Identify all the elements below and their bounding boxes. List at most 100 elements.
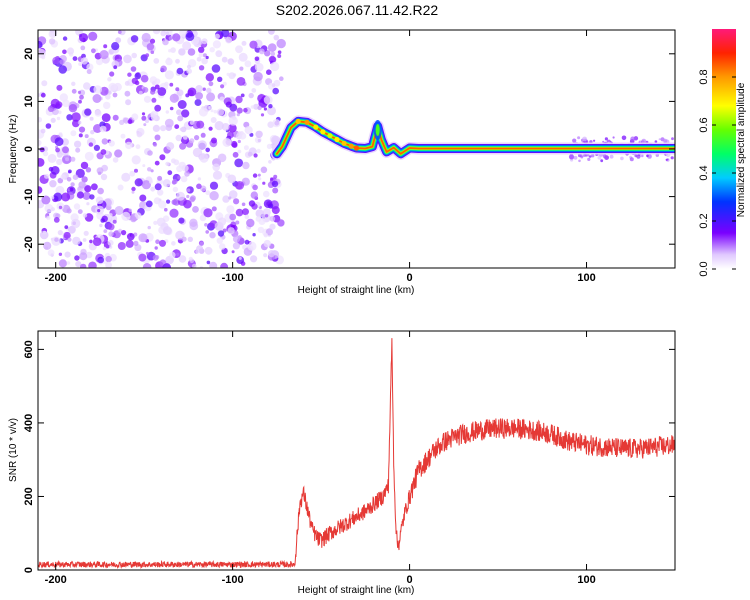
noise-blob — [80, 45, 86, 51]
noise-blob — [71, 218, 81, 229]
noise-blob — [249, 132, 254, 137]
noise-blob — [42, 150, 49, 157]
noise-blob — [44, 203, 54, 213]
noise-blob — [120, 133, 126, 139]
noise-blob — [134, 72, 142, 80]
noise-blob — [195, 92, 204, 100]
noise-blob — [38, 158, 45, 167]
noise-blob — [187, 87, 197, 97]
ridge-point — [313, 124, 319, 130]
noise-blob — [186, 68, 192, 74]
noise-blob — [156, 217, 166, 227]
noise-blob — [602, 140, 605, 143]
noise-blob — [241, 202, 246, 207]
noise-blob — [277, 219, 285, 227]
noise-blob — [66, 114, 73, 121]
noise-blob — [140, 74, 149, 83]
noise-blob — [47, 105, 55, 113]
noise-blob — [203, 208, 213, 218]
noise-blob — [189, 218, 198, 227]
noise-blob — [79, 252, 88, 261]
noise-blob — [125, 239, 134, 248]
noise-blob — [166, 199, 171, 204]
noise-blob — [268, 104, 273, 109]
noise-blob — [641, 154, 644, 158]
noise-blob — [629, 157, 634, 162]
noise-blob — [270, 51, 276, 57]
noise-blob — [227, 227, 235, 235]
noise-blob — [131, 186, 136, 192]
noise-blob — [107, 239, 114, 246]
noise-blob — [258, 177, 262, 181]
noise-blob — [78, 133, 83, 138]
noise-blob — [131, 113, 139, 121]
noise-blob — [57, 230, 63, 236]
noise-blob — [221, 30, 230, 38]
ridge-point — [341, 140, 347, 146]
noise-blob — [591, 154, 595, 158]
noise-blob — [117, 242, 126, 250]
noise-blob — [93, 85, 102, 94]
y-tick-label: 400 — [23, 414, 35, 432]
noise-blob — [66, 47, 75, 55]
noise-blob — [130, 215, 137, 223]
noise-blob — [218, 243, 226, 250]
noise-blob — [236, 113, 240, 117]
noise-blob — [82, 238, 87, 242]
y-tick-label: 200 — [23, 487, 35, 505]
colorbar-tick-label: 0.2 — [698, 213, 710, 228]
noise-blob — [56, 116, 61, 121]
noise-blob — [264, 214, 269, 218]
noise-blob — [84, 185, 92, 193]
noise-blob — [183, 199, 192, 209]
noise-blob — [112, 114, 119, 121]
noise-blob — [114, 149, 123, 158]
noise-blob — [210, 117, 217, 123]
noise-blob — [604, 137, 609, 141]
noise-blob — [123, 54, 132, 64]
noise-blob — [199, 214, 207, 222]
noise-blob — [145, 251, 149, 255]
y-tick-label: -20 — [23, 236, 35, 252]
noise-blob — [48, 166, 54, 172]
noise-blob — [277, 54, 282, 58]
noise-blob — [141, 32, 151, 43]
noise-blob — [55, 147, 60, 153]
noise-blob — [634, 154, 638, 158]
noise-blob — [248, 92, 254, 99]
noise-blob — [160, 125, 167, 132]
noise-blob — [134, 212, 142, 220]
snr-panel: -200 -100 0 100 0 200 400 600 Height of straigh… — [8, 330, 676, 596]
noise-blob — [164, 70, 174, 80]
noise-blob — [609, 154, 614, 159]
noise-blob — [257, 226, 265, 234]
noise-blob — [162, 263, 171, 268]
x-tick-label: 0 — [407, 574, 413, 586]
noise-blob — [195, 249, 200, 254]
noise-blob — [56, 84, 63, 91]
x-tick-label: 0 — [407, 272, 413, 284]
noise-blob — [254, 62, 264, 72]
noise-blob — [196, 56, 202, 62]
noise-blob — [178, 217, 185, 224]
noise-blob — [170, 47, 176, 53]
noise-blob — [100, 149, 107, 155]
noise-blob — [208, 105, 213, 110]
noise-blob — [188, 256, 193, 261]
noise-blob — [67, 237, 72, 242]
noise-blob — [44, 173, 49, 179]
noise-blob — [150, 186, 156, 192]
noise-blob — [176, 109, 182, 116]
noise-blob — [227, 58, 235, 65]
noise-blob — [260, 113, 265, 117]
noise-blobs — [38, 30, 675, 268]
noise-blob — [84, 108, 92, 116]
noise-blob — [244, 126, 253, 135]
noise-blob — [153, 220, 158, 225]
ridge-point — [304, 119, 310, 125]
noise-blob — [121, 172, 131, 182]
noise-blob — [111, 42, 120, 51]
noise-blob — [200, 132, 206, 138]
noise-blob — [150, 89, 156, 95]
colorbar-label: Normalized spectral amplitude — [736, 82, 747, 217]
